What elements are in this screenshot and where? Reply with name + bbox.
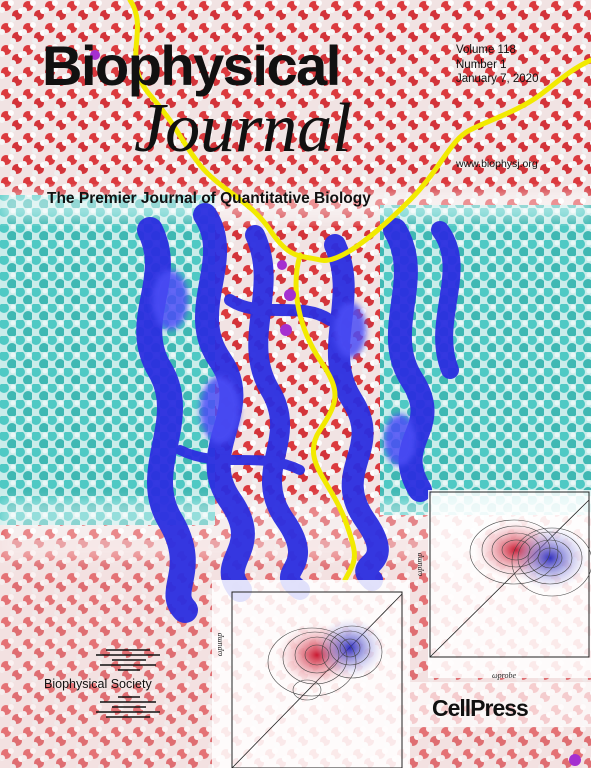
volume-label: Volume 118	[456, 44, 516, 56]
cellpress-logo: CellPress	[432, 695, 529, 721]
journal-url[interactable]: www.biophysj.org	[456, 158, 538, 170]
society-name: Biophysical Society	[44, 677, 152, 691]
ion-path	[127, 0, 591, 263]
lipid-membrane-left	[0, 195, 215, 525]
inset-left-y-label: ωpump	[215, 632, 225, 657]
journal-tagline: The Premier Journal of Quantitative Biol…	[47, 190, 371, 207]
journal-title-line1: Biophysical	[42, 34, 341, 97]
number-label: Number 1	[456, 59, 507, 71]
journal-title-line2: Journal	[134, 90, 352, 167]
inset-plot-right	[428, 490, 591, 678]
issue-date: January 7, 2020	[456, 73, 539, 85]
inset-plot-left	[212, 580, 410, 768]
inset-right-x-label: ωprobe	[492, 671, 517, 680]
biophysical-society-logo	[96, 649, 160, 718]
ion-markers	[90, 50, 581, 766]
inset-right-y-label: ωpump	[415, 552, 425, 577]
